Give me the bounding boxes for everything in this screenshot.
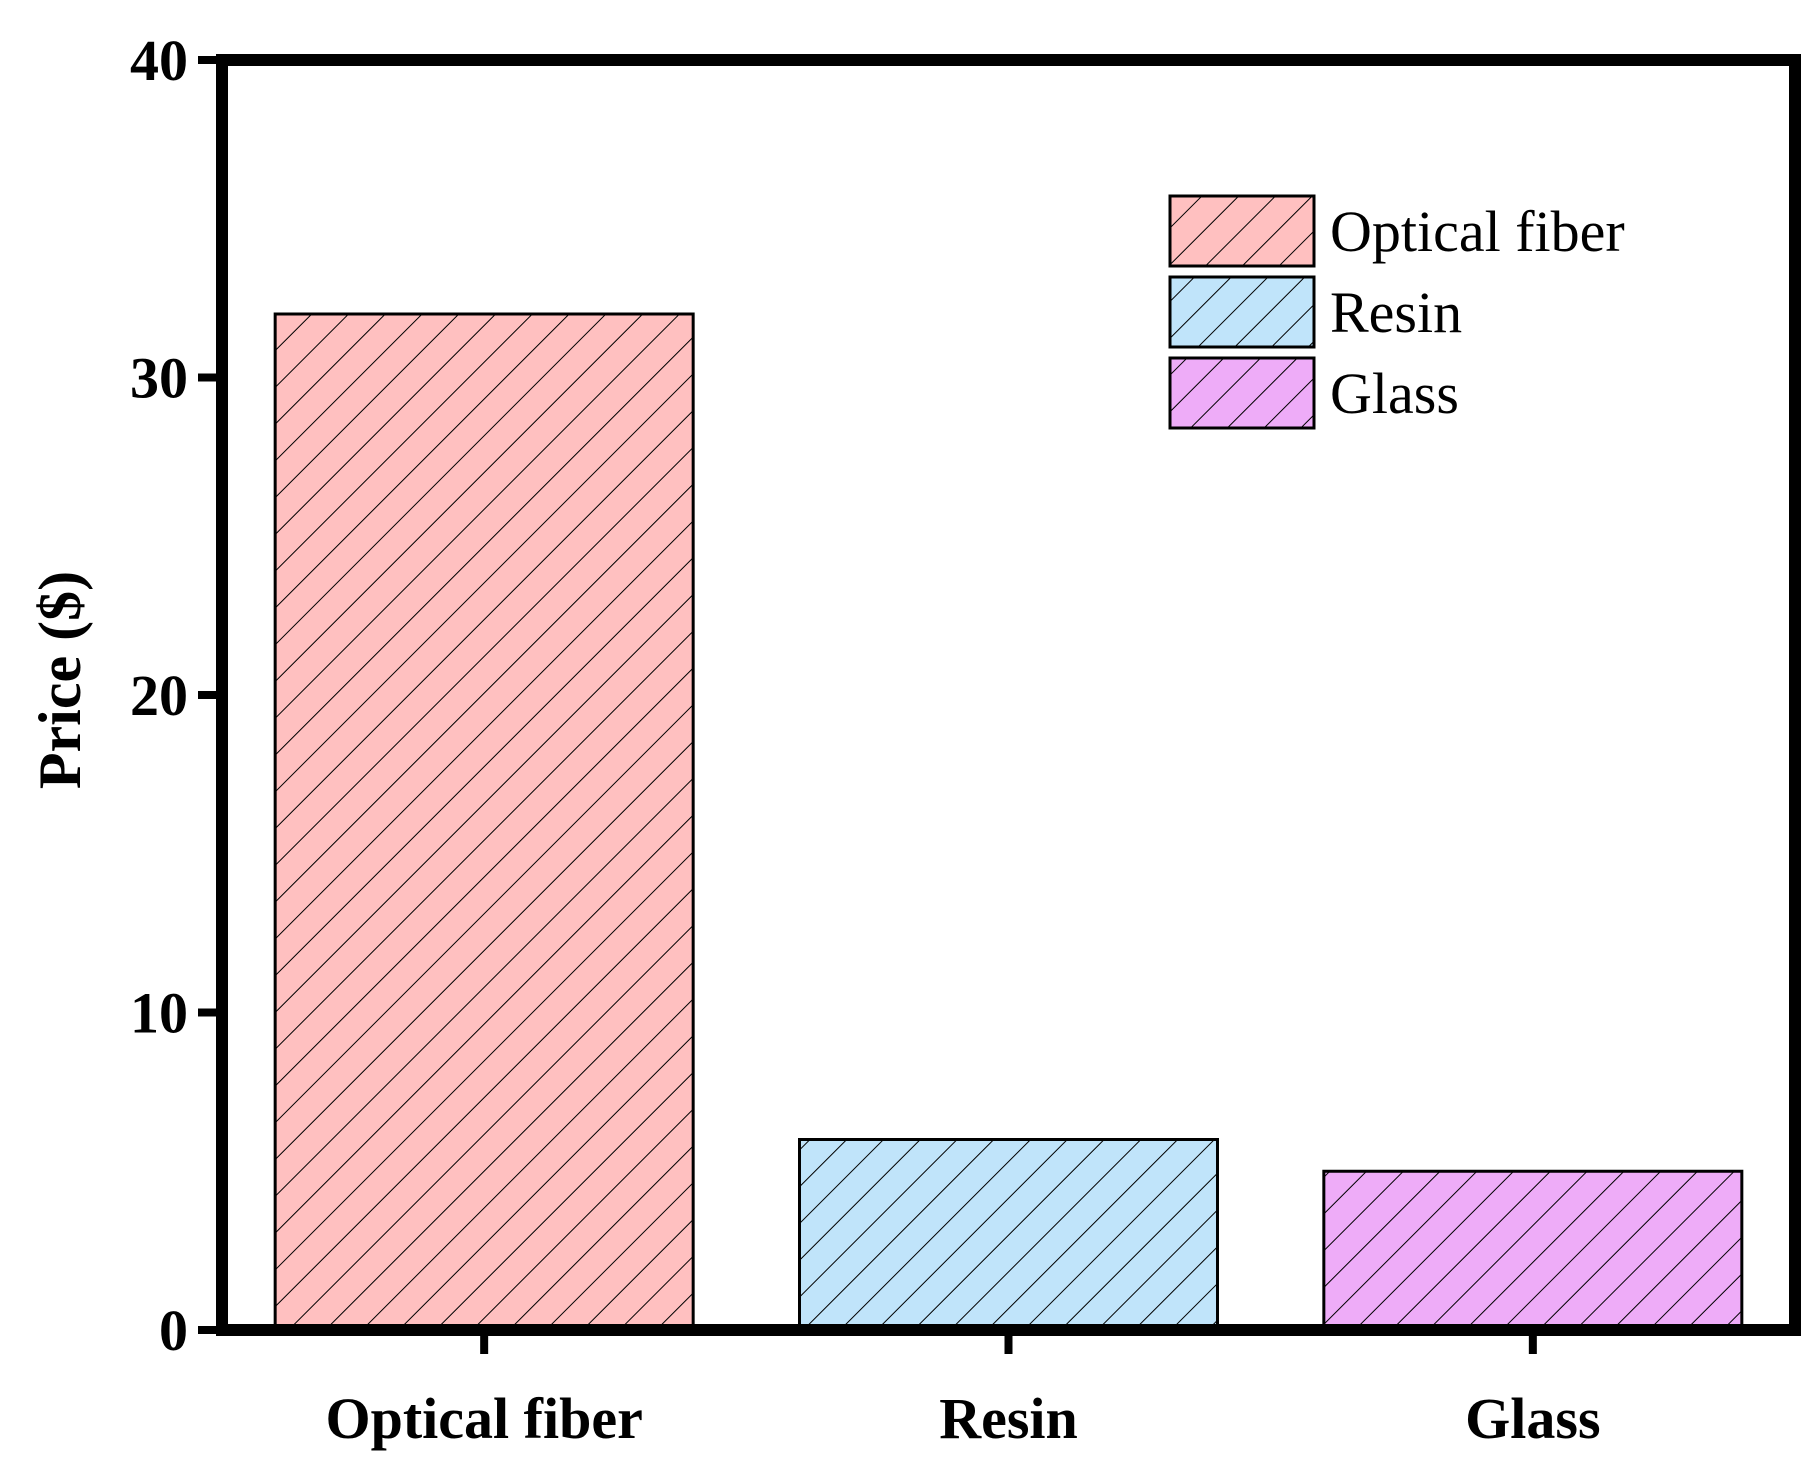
- x-tick-label: Optical fiber: [325, 1386, 642, 1451]
- x-tick-label: Resin: [939, 1386, 1078, 1451]
- bar-optical-fiber: [273, 312, 695, 1332]
- y-axis-title: Price ($): [27, 571, 93, 789]
- legend-label: Optical fiber: [1330, 199, 1625, 264]
- y-tick-label: 10: [130, 981, 188, 1046]
- legend-label: Glass: [1330, 361, 1459, 426]
- legend-swatch: [1168, 194, 1316, 268]
- y-axis: 0 10 20 30 40: [130, 28, 222, 1363]
- bar-glass: [1322, 1169, 1744, 1332]
- legend-swatch: [1168, 275, 1316, 349]
- legend: Optical fiber Resin Glass: [1168, 194, 1625, 430]
- x-axis: Optical fiber Resin Glass: [325, 1330, 1601, 1451]
- y-tick-label: 30: [130, 346, 188, 411]
- bar-resin: [798, 1138, 1219, 1332]
- x-tick-label: Glass: [1465, 1386, 1600, 1451]
- y-tick-label: 0: [159, 1298, 188, 1363]
- y-tick-label: 40: [130, 28, 188, 93]
- legend-swatch: [1168, 356, 1316, 430]
- legend-label: Resin: [1330, 280, 1462, 345]
- bars-group: [273, 312, 1744, 1332]
- y-tick-label: 20: [130, 663, 188, 728]
